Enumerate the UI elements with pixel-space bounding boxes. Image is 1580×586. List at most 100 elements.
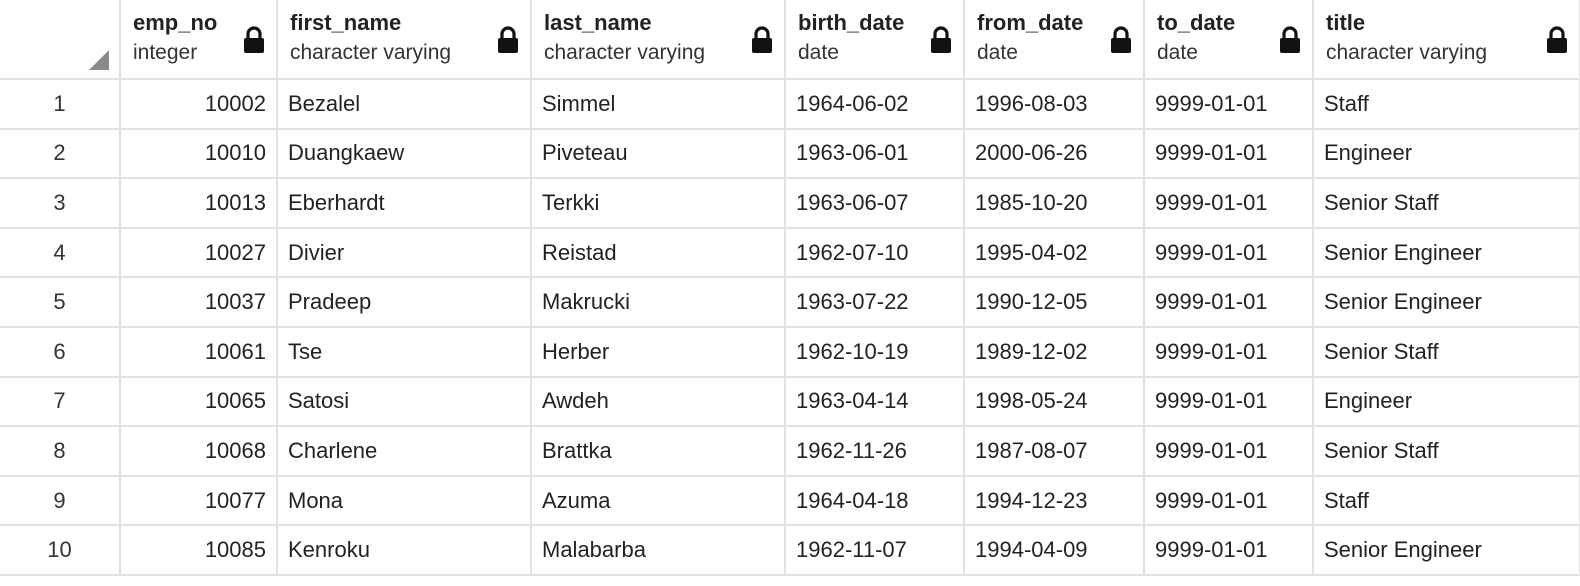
cell-first-name[interactable]: Kenroku <box>277 525 532 576</box>
table-row[interactable]: 6 10061 Tse Herber 1962-10-19 1989-12-02 9999-… <box>0 326 1580 378</box>
cell-birth-date[interactable]: 1962-11-07 <box>785 525 965 576</box>
cell-birth-date[interactable]: 1962-10-19 <box>785 326 965 378</box>
row-number[interactable]: 9 <box>0 475 121 527</box>
cell-last-name[interactable]: Azuma <box>531 475 786 527</box>
cell-to-date[interactable]: 9999-01-01 <box>1144 227 1314 279</box>
table-row[interactable]: 10 10085 Kenroku Malabarba 1962-11-07 1994-04… <box>0 525 1580 576</box>
cell-from-date[interactable]: 1987-08-07 <box>964 426 1145 477</box>
column-header-last-name[interactable]: last_name character varying <box>531 0 786 80</box>
table-row[interactable]: 7 10065 Satosi Awdeh 1963-04-14 1998-05-24 999… <box>0 376 1580 428</box>
row-number[interactable]: 6 <box>0 326 121 378</box>
cell-birth-date[interactable]: 1964-06-02 <box>785 79 965 130</box>
cell-from-date[interactable]: 1994-04-09 <box>964 525 1145 576</box>
cell-birth-date[interactable]: 1963-06-01 <box>785 128 965 180</box>
cell-title[interactable]: Senior Staff <box>1313 178 1580 229</box>
column-header-from-date[interactable]: from_date date <box>964 0 1145 80</box>
cell-birth-date[interactable]: 1962-07-10 <box>785 227 965 279</box>
row-number[interactable]: 4 <box>0 227 121 279</box>
cell-to-date[interactable]: 9999-01-01 <box>1144 376 1314 428</box>
cell-first-name[interactable]: Mona <box>277 475 532 527</box>
cell-title[interactable]: Senior Engineer <box>1313 277 1580 328</box>
cell-emp-no[interactable]: 10068 <box>120 426 278 477</box>
cell-title[interactable]: Staff <box>1313 475 1580 527</box>
column-type: character varying <box>1326 41 1488 64</box>
cell-from-date[interactable]: 1994-12-23 <box>964 475 1145 527</box>
cell-first-name[interactable]: Charlene <box>277 426 532 477</box>
column-header-birth-date[interactable]: birth_date date <box>785 0 965 80</box>
cell-emp-no[interactable]: 10027 <box>120 227 278 279</box>
table-row[interactable]: 3 10013 Eberhardt Terkki 1963-06-07 1985-10-2… <box>0 178 1580 229</box>
cell-last-name[interactable]: Simmel <box>531 79 786 130</box>
table-row[interactable]: 4 10027 Divier Reistad 1962-07-10 1995-04-02 9… <box>0 227 1580 279</box>
cell-first-name[interactable]: Bezalel <box>277 79 532 130</box>
column-header-title[interactable]: title character varying <box>1313 0 1580 80</box>
cell-to-date[interactable]: 9999-01-01 <box>1144 128 1314 180</box>
cell-last-name[interactable]: Terkki <box>531 178 786 229</box>
cell-to-date[interactable]: 9999-01-01 <box>1144 178 1314 229</box>
column-header-to-date[interactable]: to_date date <box>1144 0 1314 80</box>
column-header-emp-no[interactable]: emp_no integer <box>120 0 278 80</box>
cell-emp-no[interactable]: 10002 <box>120 79 278 130</box>
cell-to-date[interactable]: 9999-01-01 <box>1144 525 1314 576</box>
cell-last-name[interactable]: Awdeh <box>531 376 786 428</box>
cell-from-date[interactable]: 1990-12-05 <box>964 277 1145 328</box>
select-all-corner[interactable] <box>0 0 121 80</box>
table-row[interactable]: 9 10077 Mona Azuma 1964-04-18 1994-12-23 9999-… <box>0 475 1580 527</box>
cell-title[interactable]: Senior Engineer <box>1313 227 1580 279</box>
cell-to-date[interactable]: 9999-01-01 <box>1144 277 1314 328</box>
cell-title[interactable]: Senior Staff <box>1313 426 1580 477</box>
cell-title[interactable]: Senior Engineer <box>1313 525 1580 576</box>
cell-birth-date[interactable]: 1964-04-18 <box>785 475 965 527</box>
cell-from-date[interactable]: 1989-12-02 <box>964 326 1145 378</box>
cell-first-name[interactable]: Eberhardt <box>277 178 532 229</box>
cell-to-date[interactable]: 9999-01-01 <box>1144 475 1314 527</box>
table-row[interactable]: 8 10068 Charlene Brattka 1962-11-26 1987-08-0… <box>0 426 1580 477</box>
cell-from-date[interactable]: 1985-10-20 <box>964 178 1145 229</box>
cell-first-name[interactable]: Tse <box>277 326 532 378</box>
cell-last-name[interactable]: Herber <box>531 326 786 378</box>
cell-emp-no[interactable]: 10061 <box>120 326 278 378</box>
cell-to-date[interactable]: 9999-01-01 <box>1144 426 1314 477</box>
cell-last-name[interactable]: Malabarba <box>531 525 786 576</box>
row-number[interactable]: 10 <box>0 525 121 576</box>
cell-emp-no[interactable]: 10013 <box>120 178 278 229</box>
table-row[interactable]: 2 10010 Duangkaew Piveteau 1963-06-01 2000-06… <box>0 128 1580 180</box>
cell-first-name[interactable]: Pradeep <box>277 277 532 328</box>
cell-emp-no[interactable]: 10037 <box>120 277 278 328</box>
cell-last-name[interactable]: Brattka <box>531 426 786 477</box>
cell-birth-date[interactable]: 1963-07-22 <box>785 277 965 328</box>
select-all-icon[interactable] <box>89 50 109 70</box>
cell-title[interactable]: Senior Staff <box>1313 326 1580 378</box>
cell-first-name[interactable]: Divier <box>277 227 532 279</box>
cell-birth-date[interactable]: 1963-06-07 <box>785 178 965 229</box>
row-number[interactable]: 8 <box>0 426 121 477</box>
cell-from-date[interactable]: 1998-05-24 <box>964 376 1145 428</box>
cell-title[interactable]: Engineer <box>1313 128 1580 180</box>
row-number[interactable]: 5 <box>0 277 121 328</box>
cell-to-date[interactable]: 9999-01-01 <box>1144 79 1314 130</box>
cell-first-name[interactable]: Satosi <box>277 376 532 428</box>
cell-last-name[interactable]: Makrucki <box>531 277 786 328</box>
cell-emp-no[interactable]: 10085 <box>120 525 278 576</box>
cell-to-date[interactable]: 9999-01-01 <box>1144 326 1314 378</box>
row-number[interactable]: 2 <box>0 128 121 180</box>
cell-title[interactable]: Staff <box>1313 79 1580 130</box>
cell-title[interactable]: Engineer <box>1313 376 1580 428</box>
cell-from-date[interactable]: 1995-04-02 <box>964 227 1145 279</box>
row-number[interactable]: 7 <box>0 376 121 428</box>
cell-birth-date[interactable]: 1963-04-14 <box>785 376 965 428</box>
cell-emp-no[interactable]: 10065 <box>120 376 278 428</box>
cell-emp-no[interactable]: 10010 <box>120 128 278 180</box>
row-number[interactable]: 3 <box>0 178 121 229</box>
cell-from-date[interactable]: 2000-06-26 <box>964 128 1145 180</box>
cell-emp-no[interactable]: 10077 <box>120 475 278 527</box>
cell-birth-date[interactable]: 1962-11-26 <box>785 426 965 477</box>
row-number[interactable]: 1 <box>0 79 121 130</box>
table-row[interactable]: 1 10002 Bezalel Simmel 1964-06-02 1996-08-03 9… <box>0 79 1580 130</box>
table-row[interactable]: 5 10037 Pradeep Makrucki 1963-07-22 1990-12-0… <box>0 277 1580 328</box>
cell-first-name[interactable]: Duangkaew <box>277 128 532 180</box>
column-header-first-name[interactable]: first_name character varying <box>277 0 532 80</box>
cell-last-name[interactable]: Reistad <box>531 227 786 279</box>
cell-from-date[interactable]: 1996-08-03 <box>964 79 1145 130</box>
cell-last-name[interactable]: Piveteau <box>531 128 786 180</box>
